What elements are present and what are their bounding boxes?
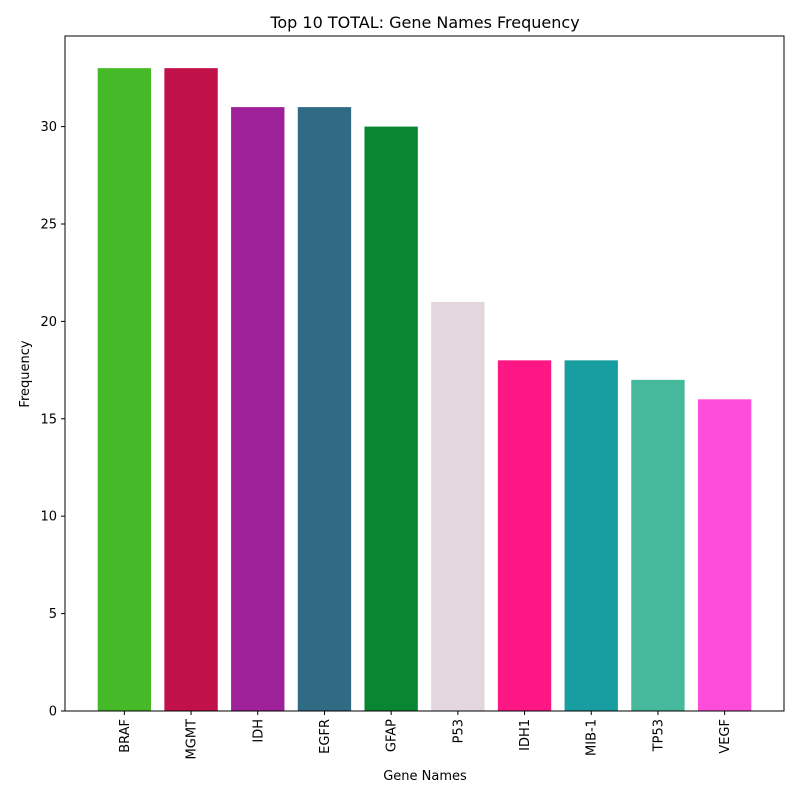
x-tick-label: MGMT	[185, 719, 200, 760]
y-tick-label: 15	[40, 412, 57, 427]
bar-vegf	[697, 399, 752, 711]
bar-mib-1	[564, 360, 618, 711]
y-tick-label: 30	[40, 120, 57, 135]
bar-gfap	[364, 126, 418, 712]
y-tick-label: 25	[40, 217, 57, 232]
x-tick-label: VEGF	[718, 719, 733, 754]
x-tick-label: P53	[451, 719, 466, 743]
x-axis: BRAF MGMT IDH EGFR GFAP P53 IDH1 MIB-1 TP53 VEGF	[118, 711, 733, 759]
x-tick-label: BRAF	[118, 719, 133, 753]
bar-egfr	[297, 107, 352, 712]
x-tick-label: IDH1	[518, 719, 533, 751]
bar-tp53	[631, 379, 685, 711]
bar-p53	[431, 301, 485, 711]
x-axis-label: Gene Names	[383, 769, 467, 784]
bar-idh1	[497, 360, 552, 711]
x-tick-label: GFAP	[385, 719, 400, 752]
y-axis: 0 5 10 15 20 25 30	[40, 120, 65, 720]
bar-mgmt	[164, 68, 218, 711]
y-tick-label: 5	[49, 607, 57, 622]
chart-title: Top 10 TOTAL: Gene Names Frequency	[269, 13, 579, 32]
x-tick-label: IDH	[251, 719, 266, 743]
x-tick-label: MIB-1	[585, 719, 600, 756]
x-tick-label: TP53	[651, 719, 666, 752]
x-tick-label: EGFR	[318, 719, 333, 754]
bar-idh	[231, 107, 285, 712]
y-axis-label: Frequency	[18, 340, 33, 407]
bar-braf	[97, 68, 152, 711]
bars-group	[97, 68, 752, 712]
y-tick-label: 10	[40, 510, 57, 525]
y-tick-label: 0	[49, 705, 57, 720]
plot-frame	[64, 35, 785, 712]
y-tick-label: 20	[40, 315, 57, 330]
